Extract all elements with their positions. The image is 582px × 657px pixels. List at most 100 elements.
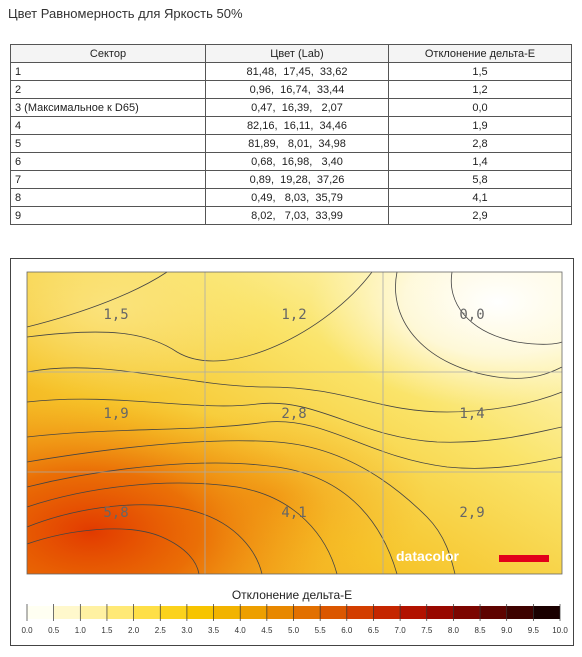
- scale-tick-label: 1.5: [101, 626, 113, 635]
- sector-label: 1,9: [103, 406, 128, 422]
- table-cell: 0,0: [388, 98, 572, 117]
- table-cell: 0,49, 8,03, 35,79: [205, 188, 389, 207]
- scale-tick-label: 9.5: [528, 626, 540, 635]
- scale-swatch: [293, 606, 321, 619]
- table-cell: 3 (Максимальное к D65): [10, 98, 206, 117]
- scale-swatch: [27, 606, 54, 619]
- table-row: 4 82,16, 16,11, 34,46 1,9: [10, 116, 572, 135]
- scale-tick-label: 5.0: [288, 626, 300, 635]
- table-cell: 5,8: [388, 170, 572, 189]
- table-cell: 0,89, 19,28, 37,26: [205, 170, 389, 189]
- scale-tick-label: 0.0: [21, 626, 33, 635]
- scale-tick-label: 1.0: [75, 626, 87, 635]
- table-row: 7 0,89, 19,28, 37,26 5,8: [10, 170, 572, 189]
- sector-label: 1,5: [103, 307, 128, 323]
- sector-label: 2,9: [459, 505, 484, 521]
- scale-swatch: [266, 606, 294, 619]
- table-row: 5 81,89, 8,01, 34,98 2,8: [10, 134, 572, 153]
- scale-swatch: [480, 606, 507, 619]
- table-cell: 8: [10, 188, 206, 207]
- scale-tick-label: 7.5: [421, 626, 433, 635]
- table-cell: 1,2: [388, 80, 572, 99]
- scale-tick-label: 3.5: [208, 626, 220, 635]
- scale-swatch: [133, 606, 161, 619]
- scale-swatch: [506, 606, 534, 619]
- table-cell: 6: [10, 152, 206, 171]
- scale-swatch: [453, 606, 481, 619]
- scale-swatch: [533, 606, 560, 619]
- scale-tick-label: 7.0: [395, 626, 407, 635]
- table-cell: 1: [10, 62, 206, 81]
- scale-swatch: [186, 606, 214, 619]
- scale-swatch: [53, 606, 81, 619]
- table-cell: 0,96, 16,74, 33,44: [205, 80, 389, 99]
- sector-label: 1,4: [459, 406, 484, 422]
- logo: datacolor: [396, 548, 460, 564]
- sector-label: 4,1: [281, 505, 306, 521]
- scale-tick-label: 9.0: [501, 626, 513, 635]
- uniformity-panel: 1,5 1,2 0,0 1,9 2,8 1,4 5,8 4,1 2,9 datacolor От…: [10, 258, 574, 646]
- header-row: Сектор Цвет (Lab) Отклонение дельта-E: [10, 44, 572, 63]
- header-cell: Сектор: [10, 44, 206, 63]
- scale-swatch: [80, 606, 107, 619]
- table-cell: 1,9: [388, 116, 572, 135]
- table-cell: 1,4: [388, 152, 572, 171]
- scale-tick-label: 4.0: [235, 626, 247, 635]
- table-cell: 8,02, 7,03, 33,99: [205, 206, 389, 225]
- scale-tick-label: 8.5: [474, 626, 486, 635]
- table-row: 8 0,49, 8,03, 35,79 4,1: [10, 188, 572, 207]
- table-cell: 5: [10, 134, 206, 153]
- scale-tick-label: 5.5: [315, 626, 327, 635]
- table-cell: 0,68, 16,98, 3,40: [205, 152, 389, 171]
- sector-label: 0,0: [459, 307, 484, 323]
- scale-tick-label: 0.5: [48, 626, 60, 635]
- header-cell: Отклонение дельта-E: [388, 44, 572, 63]
- scale-tick-label: 2.5: [155, 626, 167, 635]
- scale-swatch: [426, 606, 454, 619]
- sector-labels: 1,5 1,2 0,0 1,9 2,8 1,4 5,8 4,1 2,9: [103, 307, 484, 521]
- scale-swatch: [213, 606, 241, 619]
- scale-tick-label: 4.5: [261, 626, 273, 635]
- scale-swatch: [373, 606, 401, 619]
- sector-label: 1,2: [281, 307, 306, 323]
- scale-tick-label: 8.0: [448, 626, 460, 635]
- table-row: 3 (Максимальное к D65) 0,47, 16,39, 2,07 0…: [10, 98, 572, 117]
- table-cell: 7: [10, 170, 206, 189]
- table-cell: 81,89, 8,01, 34,98: [205, 134, 389, 153]
- scale-title: Отклонение дельта-E: [232, 588, 352, 602]
- table-cell: 2,8: [388, 134, 572, 153]
- table-cell: 9: [10, 206, 206, 225]
- page-title: Цвет Равномерность для Яркость 50%: [8, 6, 243, 21]
- table-cell: 4: [10, 116, 206, 135]
- logo-bar: [499, 555, 549, 562]
- table-cell: 2: [10, 80, 206, 99]
- table-row: 6 0,68, 16,98, 3,40 1,4: [10, 152, 572, 171]
- table-row: 9 8,02, 7,03, 33,99 2,9: [10, 206, 572, 225]
- table-cell: 82,16, 16,11, 34,46: [205, 116, 389, 135]
- scale-swatch: [240, 606, 267, 619]
- sector-label: 2,8: [281, 406, 306, 422]
- sector-label: 5,8: [103, 505, 128, 521]
- uniformity-map: 1,5 1,2 0,0 1,9 2,8 1,4 5,8 4,1 2,9 datacolor От…: [21, 271, 568, 635]
- table-cell: 0,47, 16,39, 2,07: [205, 98, 389, 117]
- table-cell: 2,9: [388, 206, 572, 225]
- scale-tick-label: 6.5: [368, 626, 380, 635]
- table-cell: 4,1: [388, 188, 572, 207]
- scale-tick-label: 10.0: [552, 626, 568, 635]
- table-cell: 81,48, 17,45, 33,62: [205, 62, 389, 81]
- table-body: 1 81,48, 17,45, 33,62 1,5 2 0,96, 16,74, 33,…: [10, 62, 572, 225]
- table-row: 1 81,48, 17,45, 33,62 1,5: [10, 62, 572, 81]
- scale-swatch: [106, 606, 134, 619]
- table-row: 2 0,96, 16,74, 33,44 1,2: [10, 80, 572, 99]
- scale-swatch: [400, 606, 427, 619]
- table-cell: 1,5: [388, 62, 572, 81]
- sector-table: Сектор Цвет (Lab) Отклонение дельта-E 1 81,…: [10, 44, 572, 225]
- scale-tick-label: 3.0: [181, 626, 193, 635]
- scale-swatch: [346, 606, 374, 619]
- scale-swatch: [320, 606, 347, 619]
- scale-tick-label: 6.0: [341, 626, 353, 635]
- color-scale: 0.0 0.5 1.0 1.5 2.0 2.5 3.0 3.5 4.0 4.5 5.0 5.5 6.0 6…: [21, 604, 568, 635]
- scale-tick-label: 2.0: [128, 626, 140, 635]
- scale-swatch: [160, 606, 187, 619]
